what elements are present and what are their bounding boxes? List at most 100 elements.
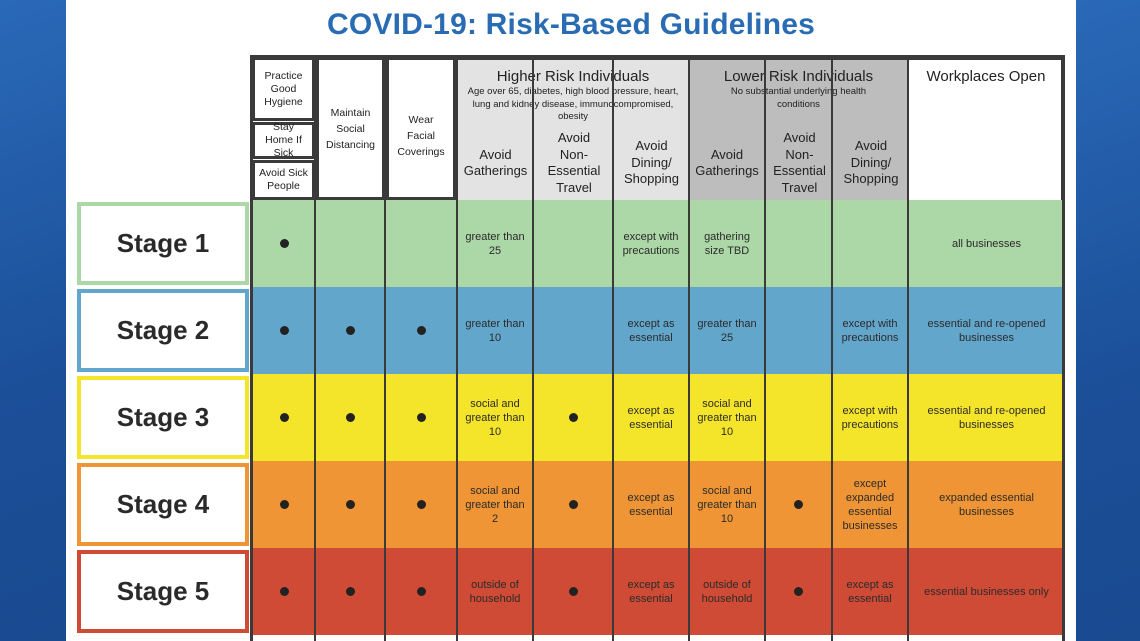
cell-text: greater than 25 [465,230,525,257]
cell-text: outside of household [701,578,753,605]
cell-lower-travel [766,461,831,548]
cell-distancing [316,548,385,635]
lower-avoid-dining: Avoid Dining/ Shopping [843,138,899,187]
header-wear-coverings: Wear Facial Coverings [386,57,456,200]
cell-higher-travel [534,287,612,374]
bullet-dot-icon [280,500,289,509]
cell-lower-gatherings: social and greater than 10 [690,374,764,461]
grid-line [1062,57,1065,641]
cell-distancing [316,461,385,548]
page-title: COVID-19: Risk-Based Guidelines [326,8,815,41]
cell-distancing [316,374,385,461]
stage-label: Stage 4 [77,463,249,546]
cell-lower-gatherings: gathering size TBD [690,200,764,287]
cell-distancing [316,200,385,287]
stage-label: Stage 5 [77,550,249,633]
cell-lower-gatherings: social and greater than 10 [690,461,764,548]
cell-lower-travel [766,548,831,635]
cell-lower-dining: except with precautions [833,287,907,374]
cell-workplaces: essential and re-opened businesses [909,287,1064,374]
bullet-dot-icon [280,239,289,248]
cell-text: except expanded essential businesses [842,477,898,532]
cell-text: except with precautions [841,317,899,344]
right-blue-margin [1076,0,1140,641]
cell-text: essential and re-opened businesses [927,317,1046,344]
cell-lower-gatherings: greater than 25 [690,287,764,374]
practice-hygiene-label: Practice Good Hygiene [264,69,303,108]
grid-line [532,57,534,641]
header-workplaces [908,57,1064,200]
cell-higher-gatherings: greater than 25 [458,200,532,287]
cell-higher-dining: except as essential [614,548,688,635]
cell-higher-dining: except as essential [614,374,688,461]
grid-line [314,57,316,641]
lower-avoid-travel: Avoid Non-Essential Travel [773,130,826,195]
lower-risk-description: No substantial underlying health conditi… [730,86,867,110]
higher-risk-title: Higher Risk Individuals [496,68,650,85]
cell-higher-dining: except as essential [614,461,688,548]
bullet-dot-icon [568,500,578,509]
cell-higher-travel [534,374,612,461]
bullet-dot-icon [568,413,578,422]
cell-lower-gatherings: outside of household [690,548,764,635]
cell-text: social and greater than 10 [465,397,525,438]
cell-lower-travel [766,374,831,461]
cell-text: social and greater than 2 [465,484,525,525]
header-stay-home: Stay Home If Sick [252,121,315,159]
grid-line [831,57,833,641]
cell-hygiene [253,461,316,548]
cell-text: greater than 10 [465,317,525,344]
cell-text: gathering size TBD [704,230,750,257]
cell-higher-travel [534,548,612,635]
cell-text: social and greater than 10 [697,484,757,525]
cell-workplaces: expanded essential businesses [909,461,1064,548]
cell-coverings [386,287,456,374]
bullet-dot-icon [794,587,803,596]
cell-text: outside of household [469,578,521,605]
cell-text: social and greater than 10 [697,397,757,438]
cell-text: except with precautions [841,404,899,431]
higher-avoid-gatherings: Avoid Gatherings [463,146,528,179]
distancing-label: Maintain Social Distancing [325,106,376,151]
cell-coverings [386,548,456,635]
cell-higher-gatherings: social and greater than 10 [458,374,532,461]
grid-line [688,57,690,641]
cell-lower-travel [766,200,831,287]
cell-lower-dining: except as essential [833,548,907,635]
cell-workplaces: essential businesses only [909,548,1064,635]
cell-hygiene [253,374,316,461]
bullet-dot-icon [280,326,289,335]
left-blue-margin [0,0,66,641]
stay-home-label: Stay Home If Sick [265,121,302,159]
grid-line [907,57,909,641]
bullet-dot-icon [346,587,355,596]
cell-higher-gatherings: social and greater than 2 [458,461,532,548]
bullet-dot-icon [280,413,289,422]
cell-text: expanded essential businesses [939,491,1034,518]
cell-higher-travel [534,461,612,548]
higher-avoid-travel: Avoid Non-Essential Travel [547,130,601,195]
stage-label: Stage 2 [77,289,249,372]
workplaces-title: Workplaces Open [926,68,1046,85]
grid-line [250,57,253,641]
bullet-dot-icon [794,500,803,509]
higher-risk-description: Age over 65, diabetes, high blood pressu… [467,86,679,122]
coverings-label: Wear Facial Coverings [397,114,445,158]
cell-higher-gatherings: greater than 10 [458,287,532,374]
grid-line [612,57,614,641]
cell-text: except as essential [627,317,675,344]
cell-text: except as essential [627,578,675,605]
grid-line [456,57,458,641]
cell-higher-gatherings: outside of household [458,548,532,635]
grid-line [250,55,1065,58]
stage-label: Stage 1 [77,202,249,285]
cell-higher-dining: except as essential [614,287,688,374]
cell-workplaces: all businesses [909,200,1064,287]
header-maintain-distancing: Maintain Social Distancing [316,57,385,200]
stage-label: Stage 3 [77,376,249,459]
cell-higher-dining: except with precautions [614,200,688,287]
lower-avoid-gatherings: Avoid Gatherings [695,146,759,179]
cell-distancing [316,287,385,374]
cell-text: essential businesses only [924,585,1049,598]
bullet-dot-icon [568,587,578,596]
